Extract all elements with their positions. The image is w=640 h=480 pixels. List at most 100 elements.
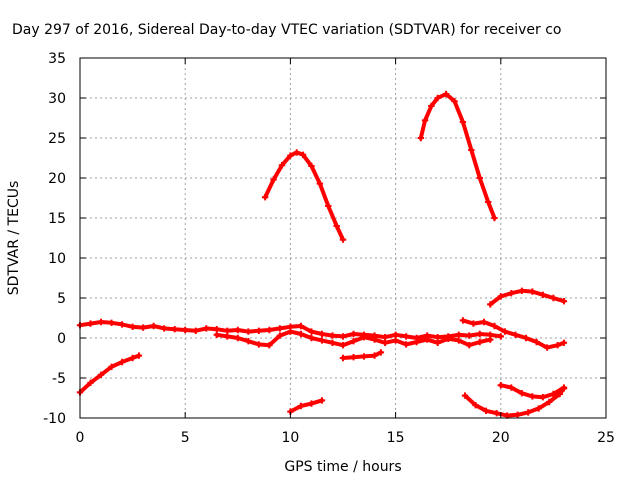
data-point (108, 363, 115, 370)
data-point (329, 332, 336, 339)
data-point (518, 287, 526, 294)
data-point (476, 330, 483, 338)
series-trace (263, 150, 345, 242)
data-point (308, 400, 315, 407)
data-point (402, 333, 410, 340)
data-point (470, 320, 477, 327)
data-point (442, 90, 450, 98)
data-point (171, 326, 178, 333)
data-point (402, 341, 410, 348)
series-high-evening (487, 287, 568, 308)
data-point (203, 325, 210, 332)
data-point (245, 338, 252, 345)
data-point (308, 162, 315, 170)
data-point (508, 384, 515, 391)
data-point (371, 352, 378, 359)
data-point (423, 336, 431, 343)
data-point (97, 371, 105, 378)
data-point (360, 334, 368, 341)
data-point (434, 334, 441, 341)
series-mid-evening (459, 317, 568, 351)
series-short-segment-1 (287, 397, 326, 415)
data-point (224, 333, 231, 340)
data-point (560, 384, 568, 391)
data-point (497, 382, 504, 389)
data-point (539, 394, 547, 401)
chart-title: Day 297 of 2016, Sidereal Day-to-day VTE… (12, 22, 561, 38)
data-point (480, 318, 488, 326)
data-point (287, 152, 294, 159)
data-point (487, 301, 494, 308)
data-point (350, 338, 357, 345)
data-point (413, 338, 420, 346)
data-point (377, 349, 385, 356)
data-point (245, 328, 252, 335)
series-trace (78, 353, 141, 395)
y-tick-label: 15 (48, 211, 66, 227)
y-tick-label: 30 (48, 91, 66, 107)
data-point (550, 390, 557, 398)
data-layer (76, 90, 568, 419)
data-point (329, 339, 336, 346)
x-tick-label: 25 (597, 430, 615, 446)
y-tick-label: 20 (48, 171, 66, 187)
data-point (87, 320, 94, 327)
data-point (524, 409, 532, 416)
data-point (491, 214, 498, 222)
data-point (445, 335, 452, 342)
data-point (276, 332, 284, 339)
data-point (522, 334, 530, 342)
data-point (318, 337, 326, 344)
data-point (276, 325, 284, 332)
data-point (297, 330, 305, 338)
data-point (466, 342, 473, 349)
data-point (455, 337, 462, 344)
data-point (97, 318, 105, 326)
data-point (514, 411, 521, 418)
data-point (266, 342, 273, 349)
data-point (487, 336, 494, 343)
data-point (491, 322, 498, 330)
data-point (308, 328, 315, 335)
data-point (371, 336, 378, 343)
series-near-zero-band (76, 318, 504, 342)
data-point (129, 323, 136, 330)
data-point (339, 342, 347, 349)
data-point (192, 327, 199, 334)
data-point (325, 202, 332, 210)
data-point (350, 354, 357, 361)
data-point (550, 294, 557, 302)
data-point (508, 290, 515, 297)
data-point (339, 354, 347, 362)
data-point (459, 118, 467, 126)
data-point (512, 331, 519, 338)
data-point (428, 102, 435, 110)
data-point (501, 328, 509, 335)
data-point (318, 397, 326, 404)
data-point (297, 402, 305, 410)
data-point (360, 353, 368, 360)
data-point (108, 319, 115, 326)
data-point (234, 326, 241, 334)
y-tick-label: -10 (43, 411, 66, 427)
y-tick-label: 10 (48, 251, 66, 267)
data-point (135, 352, 143, 359)
data-point (476, 174, 483, 182)
data-point (182, 326, 189, 334)
data-point (339, 236, 347, 243)
data-point (255, 341, 263, 348)
x-tick-label: 10 (281, 430, 299, 446)
data-point (287, 328, 294, 335)
series-lower-band (213, 328, 494, 349)
data-point (318, 330, 326, 338)
data-point (392, 331, 399, 338)
data-point (466, 332, 473, 339)
data-point (118, 321, 126, 328)
data-point (482, 407, 490, 414)
series-trace (418, 92, 497, 220)
data-point (497, 293, 504, 300)
data-point (255, 327, 263, 334)
data-point (261, 194, 269, 201)
series-arc-1 (261, 149, 347, 243)
series-arc-2 (417, 90, 498, 222)
